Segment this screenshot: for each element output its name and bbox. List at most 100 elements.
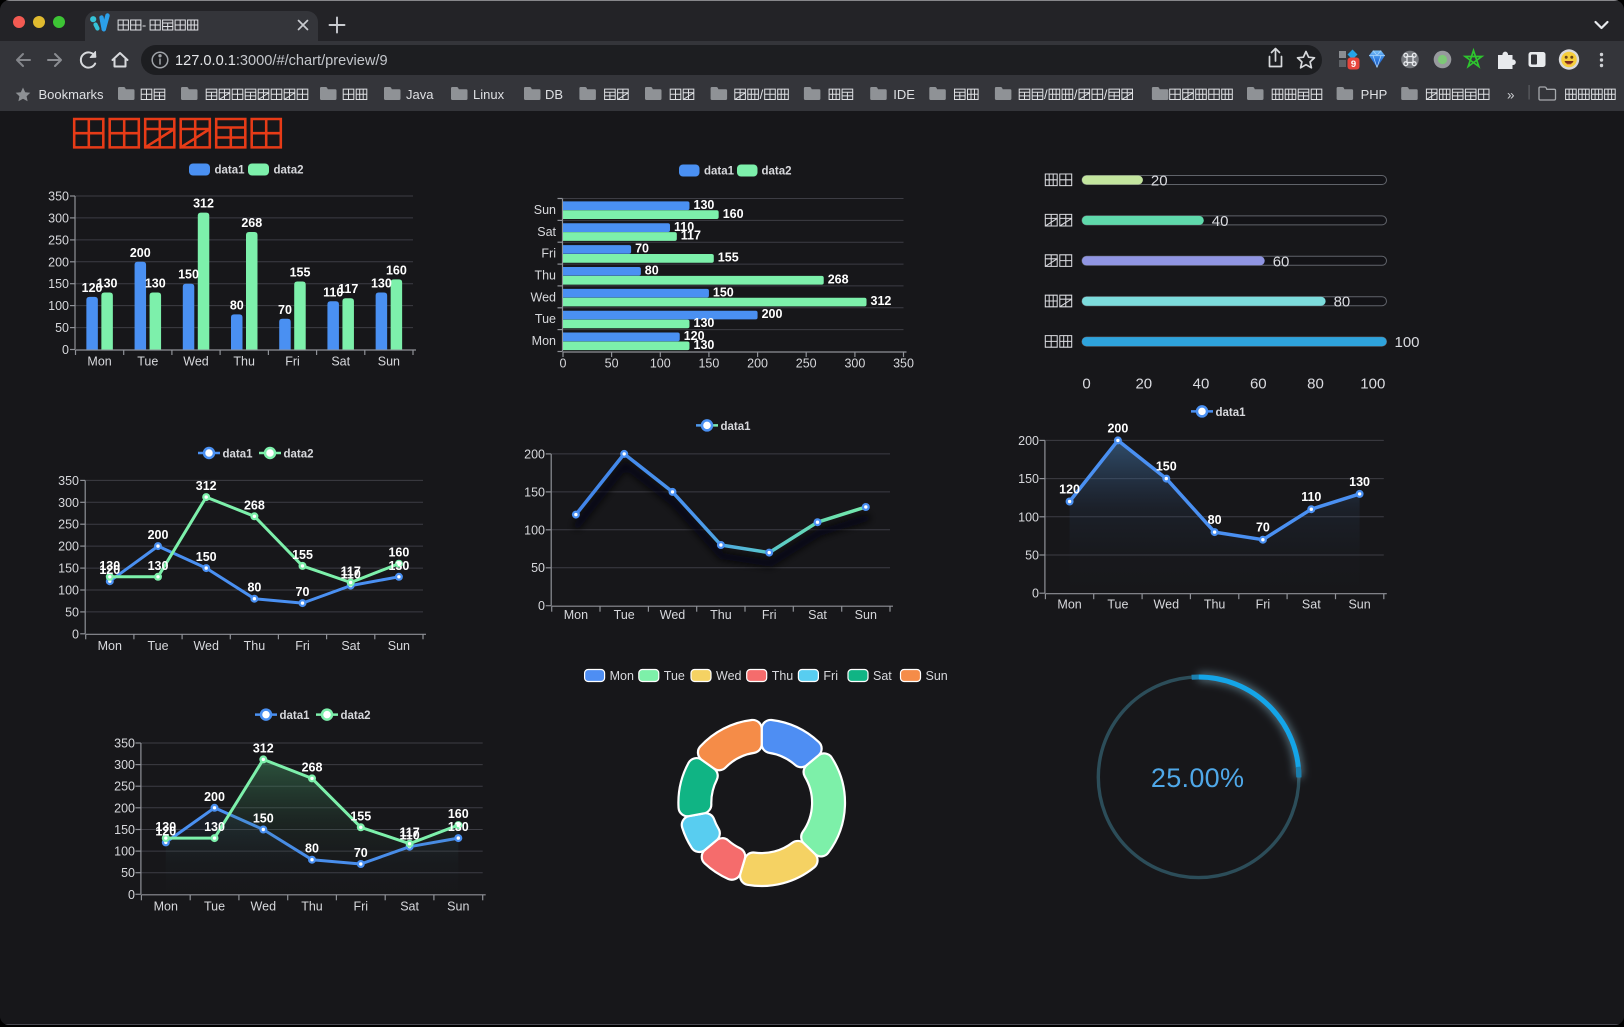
- svg-text:Wed: Wed: [251, 900, 277, 914]
- svg-text:Java: Java: [406, 87, 434, 102]
- svg-text:50: 50: [605, 357, 619, 371]
- svg-text:50: 50: [531, 561, 545, 575]
- svg-text:130: 130: [155, 820, 176, 834]
- svg-text:Sun: Sun: [534, 203, 556, 217]
- svg-text:150: 150: [1018, 472, 1039, 486]
- svg-text:Tue: Tue: [137, 355, 158, 369]
- svg-text:110: 110: [1301, 490, 1321, 504]
- svg-text:150: 150: [48, 277, 69, 291]
- svg-text:Wed: Wed: [1154, 598, 1180, 612]
- svg-text:130: 130: [99, 559, 120, 573]
- svg-text:data2: data2: [762, 166, 792, 178]
- svg-text:117: 117: [400, 826, 420, 840]
- svg-text:100: 100: [48, 299, 69, 313]
- svg-text:200: 200: [114, 801, 135, 815]
- svg-text:Wed: Wed: [193, 639, 219, 653]
- svg-text:Tue: Tue: [147, 639, 168, 653]
- svg-text:80: 80: [1334, 294, 1351, 311]
- svg-text:80: 80: [645, 264, 659, 278]
- svg-text:150: 150: [114, 823, 135, 837]
- svg-text:DB: DB: [545, 87, 563, 102]
- svg-text:150: 150: [178, 268, 199, 282]
- svg-text:Wed: Wed: [660, 608, 686, 622]
- svg-text:-: -: [142, 19, 146, 33]
- svg-text:100: 100: [650, 357, 671, 371]
- svg-text:150: 150: [196, 550, 217, 564]
- svg-text:data1: data1: [223, 449, 254, 461]
- svg-text:Tue: Tue: [204, 900, 225, 914]
- svg-text:Tue: Tue: [535, 312, 556, 326]
- svg-text:Sun: Sun: [388, 639, 410, 653]
- svg-text:Sat: Sat: [873, 669, 892, 683]
- svg-text:300: 300: [48, 211, 69, 225]
- svg-text:Thu: Thu: [1204, 598, 1226, 612]
- svg-text:155: 155: [350, 809, 371, 823]
- svg-text:150: 150: [1156, 460, 1177, 474]
- svg-text:100: 100: [1018, 510, 1039, 524]
- svg-text:0: 0: [560, 357, 567, 371]
- svg-text:80: 80: [305, 842, 319, 856]
- svg-text:Sat: Sat: [331, 355, 350, 369]
- svg-text:150: 150: [524, 485, 545, 499]
- svg-text:Thu: Thu: [772, 669, 794, 683]
- svg-text:70: 70: [1256, 521, 1270, 535]
- svg-text:Mon: Mon: [87, 355, 111, 369]
- svg-text:130: 130: [448, 820, 469, 834]
- svg-text:200: 200: [204, 790, 225, 804]
- svg-text:9: 9: [1351, 59, 1356, 70]
- svg-text:Sat: Sat: [1302, 598, 1321, 612]
- svg-text:Thu: Thu: [301, 900, 323, 914]
- svg-text:250: 250: [48, 233, 69, 247]
- svg-text:70: 70: [635, 242, 649, 256]
- svg-text:250: 250: [114, 780, 135, 794]
- svg-text:Thu: Thu: [244, 639, 266, 653]
- svg-text:120: 120: [99, 563, 120, 577]
- svg-text:80: 80: [1208, 513, 1222, 527]
- svg-text:250: 250: [58, 518, 79, 532]
- svg-text:155: 155: [290, 266, 311, 280]
- svg-text:data1: data1: [280, 710, 311, 722]
- svg-text:200: 200: [1018, 434, 1039, 448]
- svg-text:0: 0: [128, 888, 135, 902]
- svg-text:130: 130: [97, 277, 118, 291]
- svg-text:160: 160: [448, 807, 469, 821]
- svg-text:Mon: Mon: [154, 900, 178, 914]
- svg-text:150: 150: [698, 357, 719, 371]
- svg-text:/: /: [1104, 87, 1108, 102]
- svg-text:0: 0: [1082, 376, 1090, 393]
- svg-text:100: 100: [114, 845, 135, 859]
- svg-text:25.00%: 25.00%: [1151, 763, 1244, 793]
- svg-text:100: 100: [1395, 334, 1420, 351]
- svg-text:150: 150: [253, 812, 274, 826]
- svg-text:120: 120: [684, 329, 705, 343]
- svg-text:data2: data2: [284, 449, 314, 461]
- svg-text:200: 200: [48, 255, 69, 269]
- svg-text:Sat: Sat: [537, 225, 556, 239]
- svg-text:/: /: [1074, 87, 1078, 102]
- svg-text:Mon: Mon: [532, 334, 556, 348]
- svg-text:350: 350: [893, 357, 914, 371]
- svg-text:268: 268: [828, 272, 849, 286]
- svg-text:70: 70: [278, 303, 292, 317]
- svg-text:200: 200: [130, 246, 151, 260]
- svg-text:Sat: Sat: [341, 639, 360, 653]
- svg-text:Thu: Thu: [534, 269, 556, 283]
- svg-text:Linux: Linux: [473, 87, 505, 102]
- svg-text:Wed: Wed: [531, 290, 557, 304]
- svg-text:data1: data1: [721, 421, 752, 433]
- svg-text:Fri: Fri: [823, 669, 838, 683]
- svg-text:Sun: Sun: [855, 608, 877, 622]
- svg-text:40: 40: [1193, 376, 1210, 393]
- svg-text:312: 312: [193, 197, 214, 211]
- svg-text:data1: data1: [704, 166, 735, 178]
- svg-text:Sun: Sun: [447, 900, 469, 914]
- svg-text:150: 150: [58, 562, 79, 576]
- svg-text:120: 120: [82, 281, 103, 295]
- svg-text:50: 50: [65, 605, 79, 619]
- svg-text:200: 200: [524, 447, 545, 461]
- svg-text:0: 0: [1032, 587, 1039, 601]
- svg-text:70: 70: [354, 846, 368, 860]
- svg-text:50: 50: [1025, 549, 1039, 563]
- svg-text:Mon: Mon: [98, 639, 122, 653]
- svg-text:20: 20: [1151, 173, 1168, 190]
